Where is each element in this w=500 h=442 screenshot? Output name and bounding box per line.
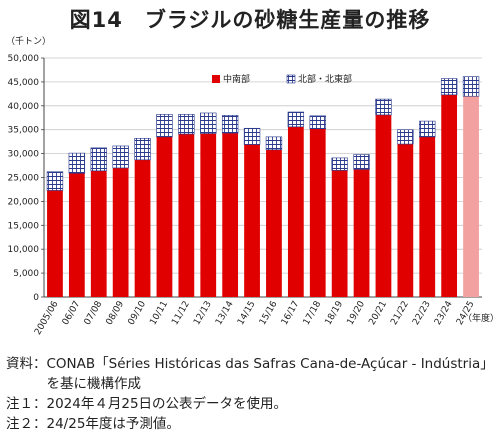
y-tick-label: 30,000 — [8, 150, 40, 160]
bar-north-northeast — [265, 136, 283, 151]
legend-label-north-northeast: 北部・北東部 — [298, 73, 352, 85]
y-tick-label: 40,000 — [8, 102, 40, 112]
note-1: 注１： 2024年４月25日の公表データを使用。 — [6, 394, 496, 414]
x-tick-label: 15/16 — [258, 299, 280, 327]
note-2-label: 注２： — [6, 416, 47, 432]
bar-center-south — [222, 133, 239, 297]
bar-center-south — [353, 169, 370, 297]
y-tick-label: 0 — [33, 293, 39, 303]
y-tick-label: 50,000 — [8, 54, 40, 64]
x-axis-unit-label: （年度） — [463, 312, 499, 324]
bar-north-northeast — [419, 120, 436, 138]
x-tick-label: 20/21 — [367, 300, 389, 327]
y-tick-label: 35,000 — [8, 126, 40, 136]
y-tick-label: 25,000 — [8, 174, 40, 184]
chart-title: 図14 ブラジルの砂糖生産量の推移 — [69, 8, 431, 32]
note-2-text: 24/25年度は予測値。 — [46, 416, 180, 432]
sugar-production-chart: 0 5,000 10,000 15,000 20,000 25,000 30,000 35,0… — [8, 54, 500, 337]
bar-center-south — [244, 144, 260, 297]
bar-center-south — [266, 149, 282, 297]
y-tick-label: 5,000 — [13, 269, 39, 279]
bar-center-south — [112, 167, 129, 297]
bar-north-northeast — [309, 115, 326, 130]
legend-label-center-south: 中南部 — [223, 73, 250, 85]
x-tick-label: 08/09 — [105, 299, 127, 327]
note-2: 注２： 24/25年度は予測値。 — [6, 414, 496, 434]
source-note-text: CONAB「Séries Históricas das Safras Cana-… — [46, 356, 494, 392]
legend-swatch-north-northeast — [286, 74, 296, 84]
bar-north-northeast — [243, 127, 261, 145]
y-tick-label: 45,000 — [8, 78, 40, 88]
y-axis-unit-label: （千トン） — [6, 37, 52, 47]
x-tick-label: 06/07 — [61, 300, 83, 327]
note-1-text: 2024年４月25日の公表データを使用。 — [46, 396, 288, 412]
x-tick-label: 10/11 — [148, 300, 170, 327]
bar-center-south — [134, 159, 151, 297]
bar-center-south — [441, 94, 458, 297]
source-note-label: 資料： — [6, 356, 47, 372]
bar-center-south — [331, 170, 348, 297]
bar-north-northeast — [440, 78, 458, 96]
bar-north-northeast — [112, 145, 129, 169]
bar-center-south — [419, 136, 436, 297]
bar-center-south — [397, 144, 414, 297]
bar-north-northeast — [156, 114, 173, 138]
bar-north-northeast — [46, 171, 64, 191]
bar-center-south — [200, 133, 217, 297]
x-tick-label: 19/20 — [346, 299, 368, 327]
x-tick-label: 2005/06 — [33, 299, 60, 337]
bar-north-northeast — [221, 115, 239, 134]
x-tick-label: 12/13 — [192, 300, 214, 327]
note-1-label: 注１： — [6, 396, 47, 412]
x-tick-label: 17/18 — [302, 299, 324, 327]
source-note: 資料： CONAB「Séries Históricas das Safras C… — [6, 354, 496, 394]
x-tick-label: 09/10 — [127, 299, 149, 327]
bar-center-south — [47, 190, 63, 297]
bar-center-south — [156, 136, 173, 297]
y-tick-label: 15,000 — [8, 221, 40, 231]
legend-swatch-center-south — [212, 75, 220, 83]
bar-center-south — [309, 128, 326, 297]
footnotes: 資料： CONAB「Séries Históricas das Safras C… — [6, 354, 496, 434]
bar-center-south — [90, 170, 107, 297]
bar-center-south — [287, 126, 304, 297]
bar-north-northeast — [462, 76, 480, 97]
x-tick-label: 11/12 — [170, 300, 192, 327]
bar-north-northeast — [200, 112, 217, 134]
bar-north-northeast — [375, 98, 392, 116]
bar-north-northeast — [68, 152, 86, 174]
bar-north-northeast — [90, 147, 107, 172]
bar-center-south — [178, 134, 195, 297]
bar-center-south — [375, 114, 392, 297]
x-tick-label: 23/24 — [433, 299, 455, 327]
x-tick-label: 13/14 — [214, 299, 236, 327]
x-tick-label: 07/08 — [83, 299, 105, 327]
bar-north-northeast — [331, 157, 348, 171]
bar-north-northeast — [353, 154, 370, 170]
x-tick-label: 16/17 — [280, 300, 302, 327]
bar-north-northeast — [397, 129, 414, 145]
y-tick-label: 10,000 — [8, 245, 40, 255]
bar-north-northeast — [134, 138, 151, 161]
x-tick-label: 14/15 — [236, 300, 258, 327]
bar-north-northeast — [287, 111, 305, 128]
x-tick-label: 22/23 — [411, 300, 433, 327]
bar-north-northeast — [178, 114, 195, 135]
x-tick-label: 21/22 — [389, 300, 411, 327]
bar-center-south — [68, 173, 85, 297]
x-tick-label: 18/19 — [324, 299, 346, 327]
bar-center-south — [463, 96, 479, 298]
y-tick-label: 20,000 — [8, 197, 40, 207]
